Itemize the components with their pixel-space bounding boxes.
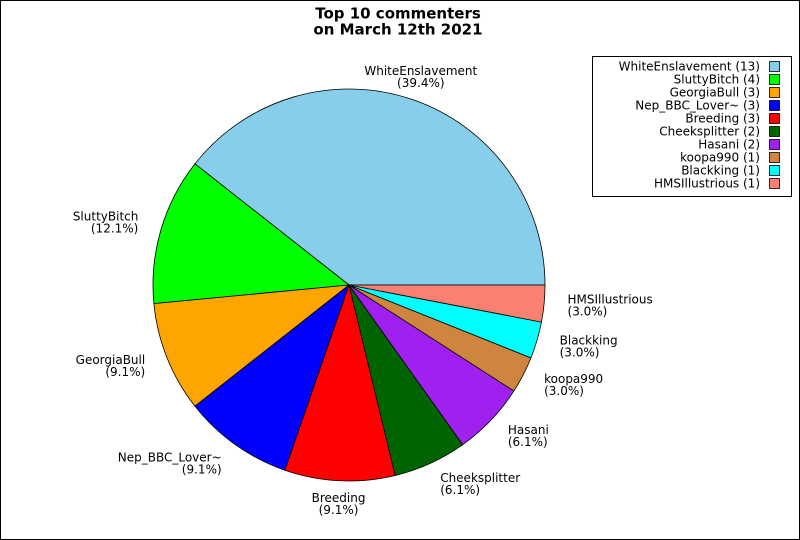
chart-title: on March 12th 2021 — [313, 21, 482, 39]
slice-value-label: (9.1%) — [182, 462, 222, 476]
chart-title: Top 10 commenters — [315, 5, 481, 23]
legend-label: koopa990 (1) — [680, 151, 760, 165]
slice-value-label: (9.1%) — [319, 503, 359, 517]
legend-swatch — [769, 126, 780, 137]
pie-slice — [153, 284, 351, 407]
slice-value-label: (3.0%) — [560, 345, 600, 359]
legend-box — [592, 56, 792, 197]
legend-label: Nep_BBC_Lover~ (3) — [635, 99, 760, 113]
slice-label: Breeding — [312, 491, 366, 505]
slice-value-label: (39.4%) — [397, 76, 444, 90]
legend-label: Cheeksplitter (2) — [659, 125, 760, 139]
legend-label: Breeding (3) — [685, 112, 760, 126]
legend-swatch — [769, 74, 780, 85]
legend-label: HMSIllustrious (1) — [654, 177, 760, 191]
slice-label: Hasani — [508, 423, 549, 437]
legend-swatch — [769, 152, 780, 163]
slice-label: SluttyBitch — [73, 210, 139, 224]
slice-value-label: (12.1%) — [91, 222, 138, 236]
slice-label: GeorgiaBull — [76, 353, 146, 367]
legend-swatch — [769, 139, 780, 150]
slice-value-label: (6.1%) — [508, 435, 548, 449]
legend-swatch — [769, 178, 780, 189]
slice-value-label: (3.0%) — [544, 384, 584, 398]
legend-swatch — [769, 113, 780, 124]
slice-label: WhiteEnslavement — [364, 64, 477, 78]
legend-label: SluttyBitch (4) — [674, 73, 760, 87]
legend-label: Hasani (2) — [698, 138, 760, 152]
slice-value-label: (9.1%) — [105, 365, 145, 379]
legend-swatch — [769, 165, 780, 176]
legend-label: GeorgiaBull (3) — [670, 86, 760, 100]
slice-label: Cheeksplitter — [440, 471, 520, 485]
slice-label: HMSIllustrious — [568, 292, 653, 306]
pie-slice — [194, 88, 546, 286]
slice-label: koopa990 — [544, 372, 603, 386]
legend-swatch — [769, 87, 780, 98]
legend-label: WhiteEnslavement (13) — [619, 60, 760, 74]
pie-slice — [194, 283, 350, 471]
pie-slice — [152, 163, 351, 305]
slice-value-label: (3.0%) — [568, 304, 608, 318]
legend-label: Blackking (1) — [681, 164, 760, 178]
pie-slice — [348, 284, 546, 323]
legend-swatch — [769, 100, 780, 111]
slice-label: Blackking — [560, 333, 618, 347]
pie-slice — [284, 283, 396, 482]
slice-label: Nep_BBC_Lover~ — [118, 450, 222, 464]
slice-value-label: (6.1%) — [440, 483, 480, 497]
legend-swatch — [769, 61, 780, 72]
